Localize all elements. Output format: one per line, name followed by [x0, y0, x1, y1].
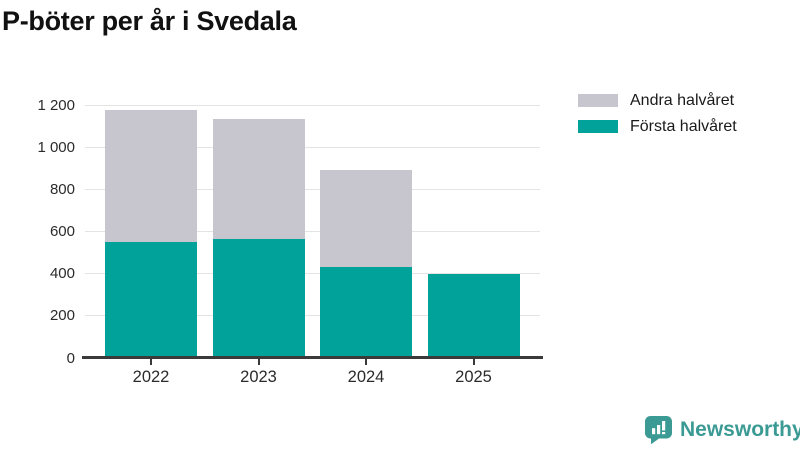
gridline-y-800 — [85, 188, 540, 190]
y-axis-tick-label: 600 — [49, 223, 75, 240]
y-axis-tick-label: 200 — [49, 307, 75, 325]
newsworthy-brand-link[interactable]: Newsworthy — [644, 415, 800, 445]
chart-legend: Andra halvåret Första halvåret — [578, 91, 737, 136]
gridline-y-200 — [85, 315, 540, 317]
gridline-y-400 — [85, 273, 540, 275]
x-axis-tick — [257, 358, 260, 365]
plot-area: 0 200 400 600 800 1 000 1 200 2022 2023 2024 2025 — [37, 97, 543, 386]
y-axis-tick-label: 0 — [66, 349, 75, 367]
gridline-y-600 — [85, 231, 540, 232]
gridline-y-1000 — [85, 146, 540, 148]
x-axis-tick — [365, 358, 367, 365]
x-axis-label-2024: 2024 — [347, 368, 385, 386]
x-axis-label-2025: 2025 — [455, 368, 492, 386]
x-axis-tick — [150, 358, 152, 365]
legend-item-andra-halv-ret: Andra halvåret — [578, 91, 737, 110]
bar-2022-andra-halv-ret — [105, 110, 197, 243]
bar-2024-f-rsta-halv-ret — [320, 267, 412, 358]
x-axis-label-2023: 2023 — [240, 368, 277, 386]
chart-title: P-böter per år i Svedala — [2, 6, 297, 36]
legend-swatch — [578, 120, 618, 133]
newsworthy-logo-icon — [645, 416, 672, 445]
gridline-y-1200 — [85, 104, 540, 106]
bar-2025-f-rsta-halv-ret — [427, 273, 520, 358]
bar-2023-andra-halv-ret — [212, 118, 305, 239]
y-axis-tick-label: 800 — [49, 180, 75, 198]
bar-2023-f-rsta-halv-ret — [212, 238, 305, 358]
legend-swatch — [578, 94, 618, 107]
x-axis-label-2022: 2022 — [132, 368, 170, 386]
legend-label: Första halvåret — [630, 117, 737, 135]
x-axis-tick — [472, 358, 475, 365]
y-axis-tick-label: 400 — [49, 265, 75, 283]
y-axis-tick-label: 1 200 — [37, 96, 75, 114]
y-axis-tick-label: 1 000 — [37, 138, 75, 156]
legend-label: Andra halvåret — [630, 91, 735, 109]
bar-2024-andra-halv-ret — [320, 170, 412, 268]
legend-item-f-rsta-halv-ret: Första halvåret — [578, 117, 737, 136]
bar-2022-f-rsta-halv-ret — [105, 242, 197, 358]
newsworthy-brand-name: Newsworthy — [680, 418, 800, 441]
x-axis-line — [82, 356, 543, 359]
